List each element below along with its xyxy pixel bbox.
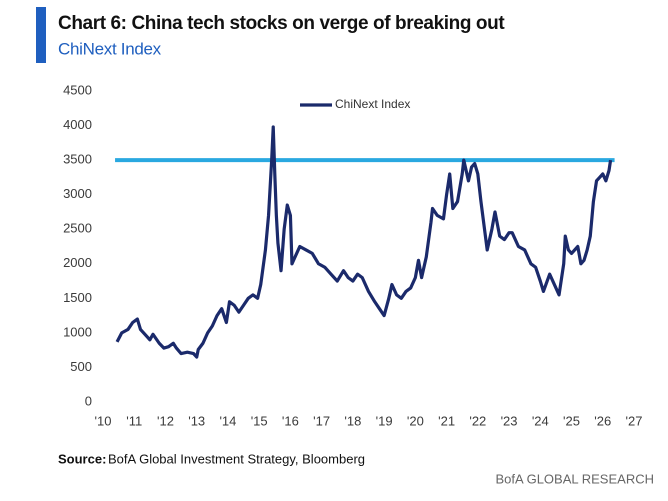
x-tick-label: '20	[407, 413, 424, 428]
brand: BofA GLOBAL RESEARCH	[496, 471, 654, 486]
y-tick-label: 4500	[63, 82, 92, 97]
x-tick-label: '23	[501, 413, 518, 428]
y-tick-label: 3000	[63, 186, 92, 201]
title-accent	[36, 7, 46, 63]
x-tick-label: '12	[157, 413, 174, 428]
y-tick-label: 0	[85, 393, 92, 408]
y-tick-label: 3500	[63, 152, 92, 167]
y-tick-label: 2000	[63, 255, 92, 270]
legend-label: ChiNext Index	[335, 97, 410, 111]
x-tick-label: '15	[251, 413, 268, 428]
x-tick-label: '19	[376, 413, 393, 428]
x-tick-label: '10	[95, 413, 112, 428]
chart-subtitle: ChiNext Index	[58, 39, 162, 58]
x-tick-label: '27	[626, 413, 643, 428]
x-tick-label: '16	[282, 413, 299, 428]
x-tick-label: '22	[469, 413, 486, 428]
x-tick-label: '17	[313, 413, 330, 428]
series-line	[115, 125, 613, 359]
x-tick-label: '26	[594, 413, 611, 428]
x-tick-label: '11	[126, 413, 142, 428]
y-tick-label: 2500	[63, 221, 92, 236]
y-tick-label: 4000	[63, 117, 92, 132]
x-tick-label: '18	[344, 413, 361, 428]
y-tick-label: 500	[70, 359, 92, 374]
x-tick-label: '25	[563, 413, 580, 428]
y-tick-label: 1000	[63, 324, 92, 339]
source: BofA Global Investment Strategy, Bloombe…	[108, 451, 365, 466]
x-tick-label: '14	[219, 413, 236, 428]
chart-title: Chart 6: China tech stocks on verge of b…	[58, 13, 505, 34]
x-tick-label: '21	[438, 413, 455, 428]
y-tick-label: 1500	[63, 290, 92, 305]
source-label: Source:	[58, 451, 106, 466]
x-tick-label: '13	[188, 413, 205, 428]
x-tick-label: '24	[532, 413, 549, 428]
